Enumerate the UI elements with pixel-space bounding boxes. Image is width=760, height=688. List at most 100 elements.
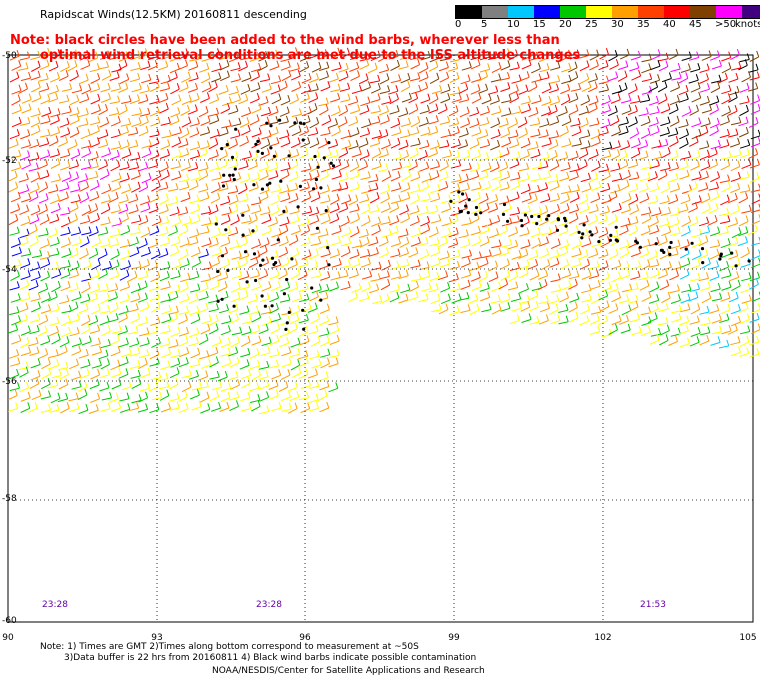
wind-barb-flag xyxy=(65,392,69,400)
wind-barb xyxy=(159,242,170,247)
wind-barb xyxy=(400,218,410,224)
wind-barb xyxy=(219,65,230,71)
wind-barb xyxy=(248,187,259,192)
wind-barb-flag xyxy=(287,52,291,60)
wind-barb-flag xyxy=(614,50,618,57)
wind-barb xyxy=(428,66,439,72)
contamination-dot xyxy=(260,187,265,191)
wind-barb-flag xyxy=(698,171,702,178)
wind-barb-flag xyxy=(557,95,561,102)
wind-barb-flag xyxy=(46,169,50,177)
wind-barb xyxy=(658,58,669,62)
wind-barb xyxy=(640,244,651,249)
wind-barb-flag xyxy=(144,280,148,287)
wind-barb-flag xyxy=(327,213,331,221)
wind-barb xyxy=(539,253,549,259)
wind-barb-flag xyxy=(507,71,510,79)
wind-barb-flag xyxy=(618,125,621,133)
wind-barb xyxy=(59,300,70,305)
wind-barb xyxy=(709,254,720,260)
wind-barb-flag xyxy=(685,160,689,167)
wind-barb-flag xyxy=(415,147,419,155)
wind-barb xyxy=(39,256,50,260)
wind-barb-flag xyxy=(735,249,739,256)
wind-barb-flag xyxy=(398,237,401,244)
wind-barb xyxy=(168,311,179,315)
wind-barb xyxy=(60,212,71,216)
wind-barb-flag xyxy=(208,206,212,213)
wind-barb xyxy=(340,53,350,59)
wind-barb xyxy=(40,396,51,400)
wind-barb xyxy=(119,275,130,281)
wind-barb xyxy=(181,386,192,393)
wind-barb xyxy=(177,212,188,216)
wind-barb-flag xyxy=(527,183,531,191)
wind-barb xyxy=(91,241,101,248)
wind-barb xyxy=(368,179,379,183)
wind-barb xyxy=(491,245,502,249)
wind-barb xyxy=(410,242,421,247)
wind-barb xyxy=(178,408,189,414)
contamination-dot xyxy=(668,252,672,256)
wind-barb-flag xyxy=(545,182,549,189)
wind-barb-flag xyxy=(27,402,31,409)
contamination-dot xyxy=(276,238,280,242)
wind-barb xyxy=(521,198,532,203)
wind-barb-flag xyxy=(408,92,412,99)
wind-barb xyxy=(449,131,460,137)
wind-barb-flag xyxy=(258,204,262,211)
wind-barb xyxy=(428,120,439,125)
wind-barb-flag xyxy=(265,169,269,177)
wind-barb xyxy=(221,102,232,107)
wind-barb xyxy=(719,121,730,126)
wind-barb xyxy=(211,386,222,391)
wind-barb xyxy=(599,306,610,312)
wind-barb xyxy=(168,201,178,206)
wind-barb xyxy=(169,383,179,390)
wind-barb-flag xyxy=(318,358,322,366)
wind-barb-flag xyxy=(658,327,662,335)
wind-barb xyxy=(178,332,189,337)
wind-barb xyxy=(169,251,179,257)
wind-barb-flag xyxy=(426,139,430,147)
wind-barb-flag xyxy=(688,51,692,58)
wind-barb xyxy=(730,309,741,315)
wind-barb-flag xyxy=(676,284,680,291)
wind-barb xyxy=(499,201,510,205)
wind-barb-flag xyxy=(538,237,541,245)
wind-barb xyxy=(218,155,228,161)
wind-barb-flag xyxy=(376,204,380,211)
wind-barb-flag xyxy=(405,293,409,301)
wind-barb xyxy=(481,309,492,313)
wind-barb-flag xyxy=(256,382,260,389)
wind-barb xyxy=(621,175,631,181)
wind-barb xyxy=(138,99,149,104)
wind-barb xyxy=(58,55,69,59)
wind-barb xyxy=(178,311,189,315)
wind-barb-flag xyxy=(676,94,680,102)
wind-barb xyxy=(281,396,291,402)
wind-barb xyxy=(231,123,242,127)
wind-barb xyxy=(600,124,611,129)
wind-barb-flag xyxy=(509,217,513,224)
wind-barb xyxy=(569,298,579,303)
wind-barb-flag xyxy=(624,82,628,89)
wind-barb-flag xyxy=(655,117,659,124)
wind-barb xyxy=(30,122,41,128)
wind-barb xyxy=(38,233,49,237)
wind-barb xyxy=(498,166,508,173)
wind-barb-flag xyxy=(14,170,18,177)
wind-barb xyxy=(671,318,682,323)
wind-barb-flag xyxy=(658,207,662,214)
wind-barb-flag xyxy=(175,305,179,313)
wind-barb-flag xyxy=(615,303,619,310)
wind-barb-flag xyxy=(68,171,72,178)
wind-barb-flag xyxy=(215,161,219,169)
wind-barb xyxy=(428,98,439,105)
wind-barb-flag xyxy=(167,74,171,82)
wind-barb xyxy=(460,285,471,290)
wind-barb xyxy=(88,298,98,303)
contamination-dot xyxy=(479,211,483,215)
wind-barb-flag xyxy=(586,49,590,56)
wind-barb-flag xyxy=(447,257,451,265)
